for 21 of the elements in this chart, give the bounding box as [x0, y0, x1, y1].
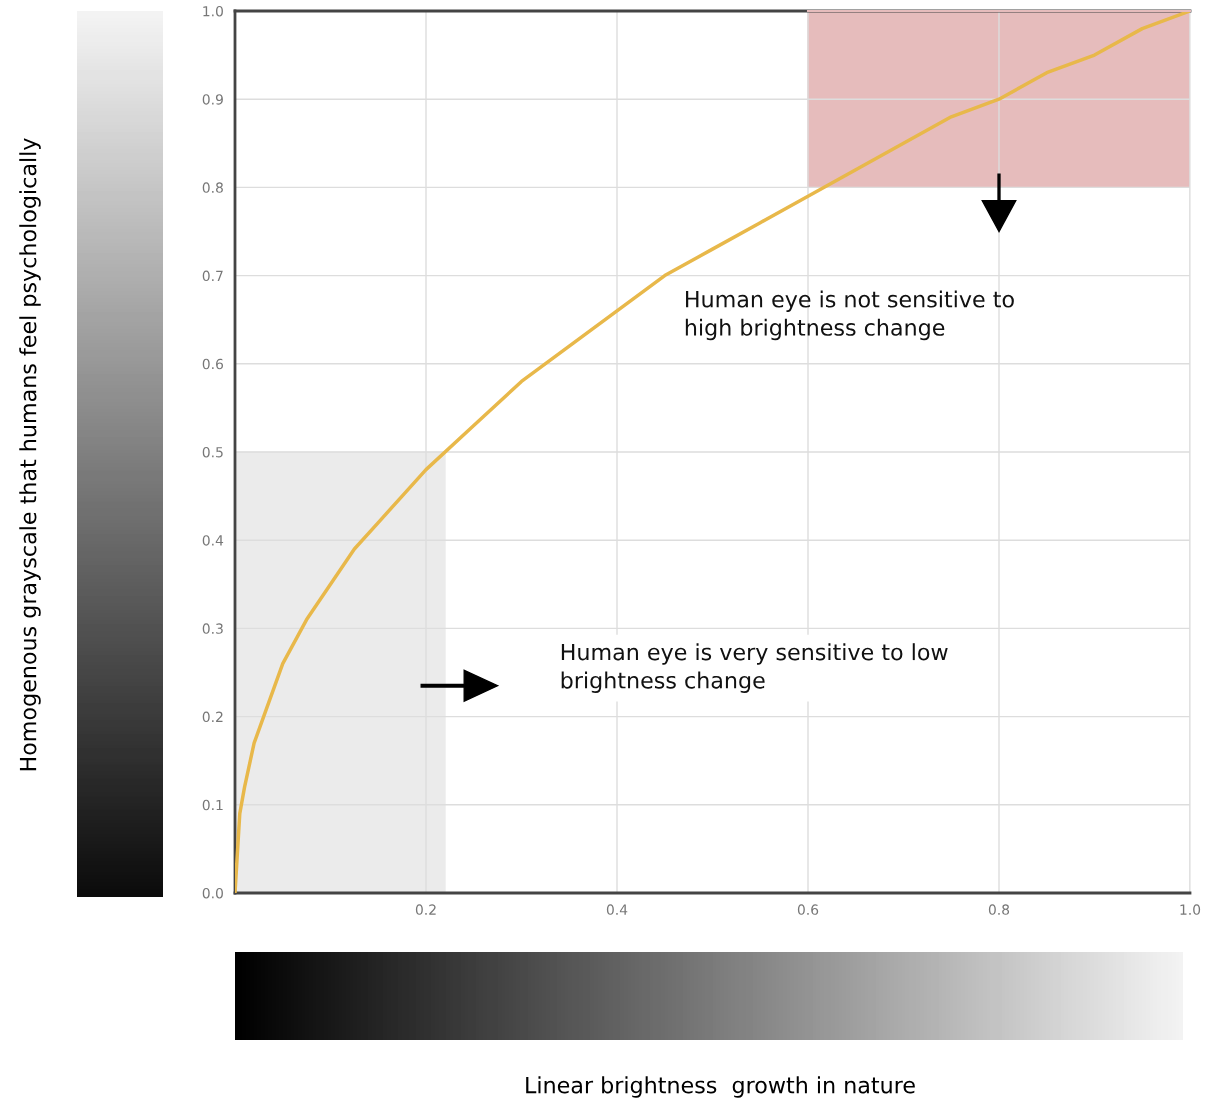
- y-tick-label: 0.4: [202, 535, 224, 546]
- text: Linear brightness growth in nature: [526, 1076, 915, 1098]
- x-tick-label: 0.4: [606, 904, 628, 915]
- y-tick-label: 0.7: [202, 270, 223, 282]
- y-tick-label: 0.9: [202, 94, 223, 105]
- y-tick-label: 0.2: [202, 711, 223, 723]
- x-tick-label: 0.6: [797, 904, 819, 915]
- y-tick-label: 0.3: [202, 623, 223, 634]
- y-tick-label: 1.0: [203, 5, 223, 17]
- line-series: [235, 11, 1190, 893]
- text: Homogenous grayscale that humans feel psychologically: [19, 138, 41, 771]
- y-tick-label: 0.5: [202, 446, 223, 458]
- x-tick-label: 0.2: [415, 904, 436, 915]
- annotation: Human eye is very sensitive to low brightness change: [561, 643, 948, 693]
- y-tick-label: 0.0: [202, 887, 223, 899]
- y-tick-label: 0.1: [202, 799, 223, 811]
- y-tick-label: 0.6: [202, 358, 224, 370]
- annotation: Human eye is not sensitive to high brightness change: [685, 290, 1014, 341]
- x-tick-label: 1.0: [1180, 904, 1201, 915]
- y-tick-label: 0.8: [202, 182, 223, 193]
- x-tick-label: 0.8: [988, 904, 1010, 915]
